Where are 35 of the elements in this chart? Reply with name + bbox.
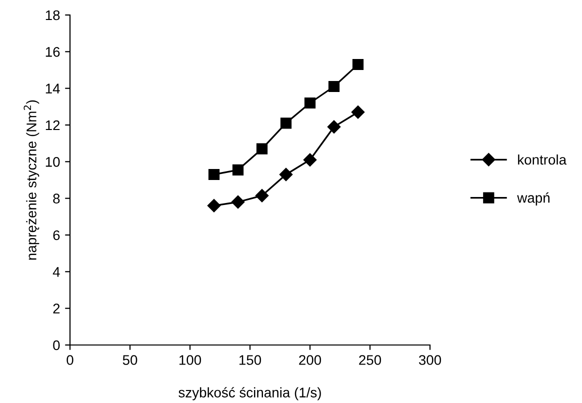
point <box>279 168 293 182</box>
x-tick-label: 300 <box>418 355 442 365</box>
y-tick-label: 18 <box>46 10 60 20</box>
point <box>304 97 316 109</box>
x-tick-label: 150 <box>239 355 262 365</box>
y-tick-label: 14 <box>46 84 60 94</box>
point <box>328 80 340 92</box>
point <box>256 143 268 154</box>
point <box>207 199 221 212</box>
x-axis-title: szybkość ścinania (1/s) <box>178 387 321 400</box>
point <box>280 118 292 129</box>
y-tick-label: 2 <box>53 304 60 314</box>
y-tick-label: 10 <box>46 157 60 167</box>
point <box>232 164 244 176</box>
y-tick-label: 4 <box>52 267 60 277</box>
point <box>231 195 245 209</box>
y-tick-label: 16 <box>46 47 60 57</box>
point <box>208 168 220 180</box>
y-tick-label: 6 <box>53 230 60 240</box>
x-tick-label: 50 <box>122 355 138 365</box>
legend-label: kontrola <box>518 154 567 165</box>
x-tick-label: 100 <box>179 355 202 365</box>
y-tick-label: 12 <box>46 120 60 130</box>
y-tick-label: 0 <box>53 340 60 350</box>
legend-label: wapń <box>517 192 550 206</box>
point <box>351 106 365 119</box>
y-axis-title: naprężenie styczne (Nm$^{2}$) <box>24 100 40 260</box>
y-tick-label: 8 <box>53 194 60 204</box>
x-tick-label: 0 <box>66 355 74 365</box>
x-tick-label: 250 <box>359 355 382 365</box>
point <box>255 188 269 202</box>
x-tick-label: 200 <box>299 355 322 365</box>
point <box>327 120 341 134</box>
point <box>352 58 364 70</box>
point <box>303 153 317 166</box>
